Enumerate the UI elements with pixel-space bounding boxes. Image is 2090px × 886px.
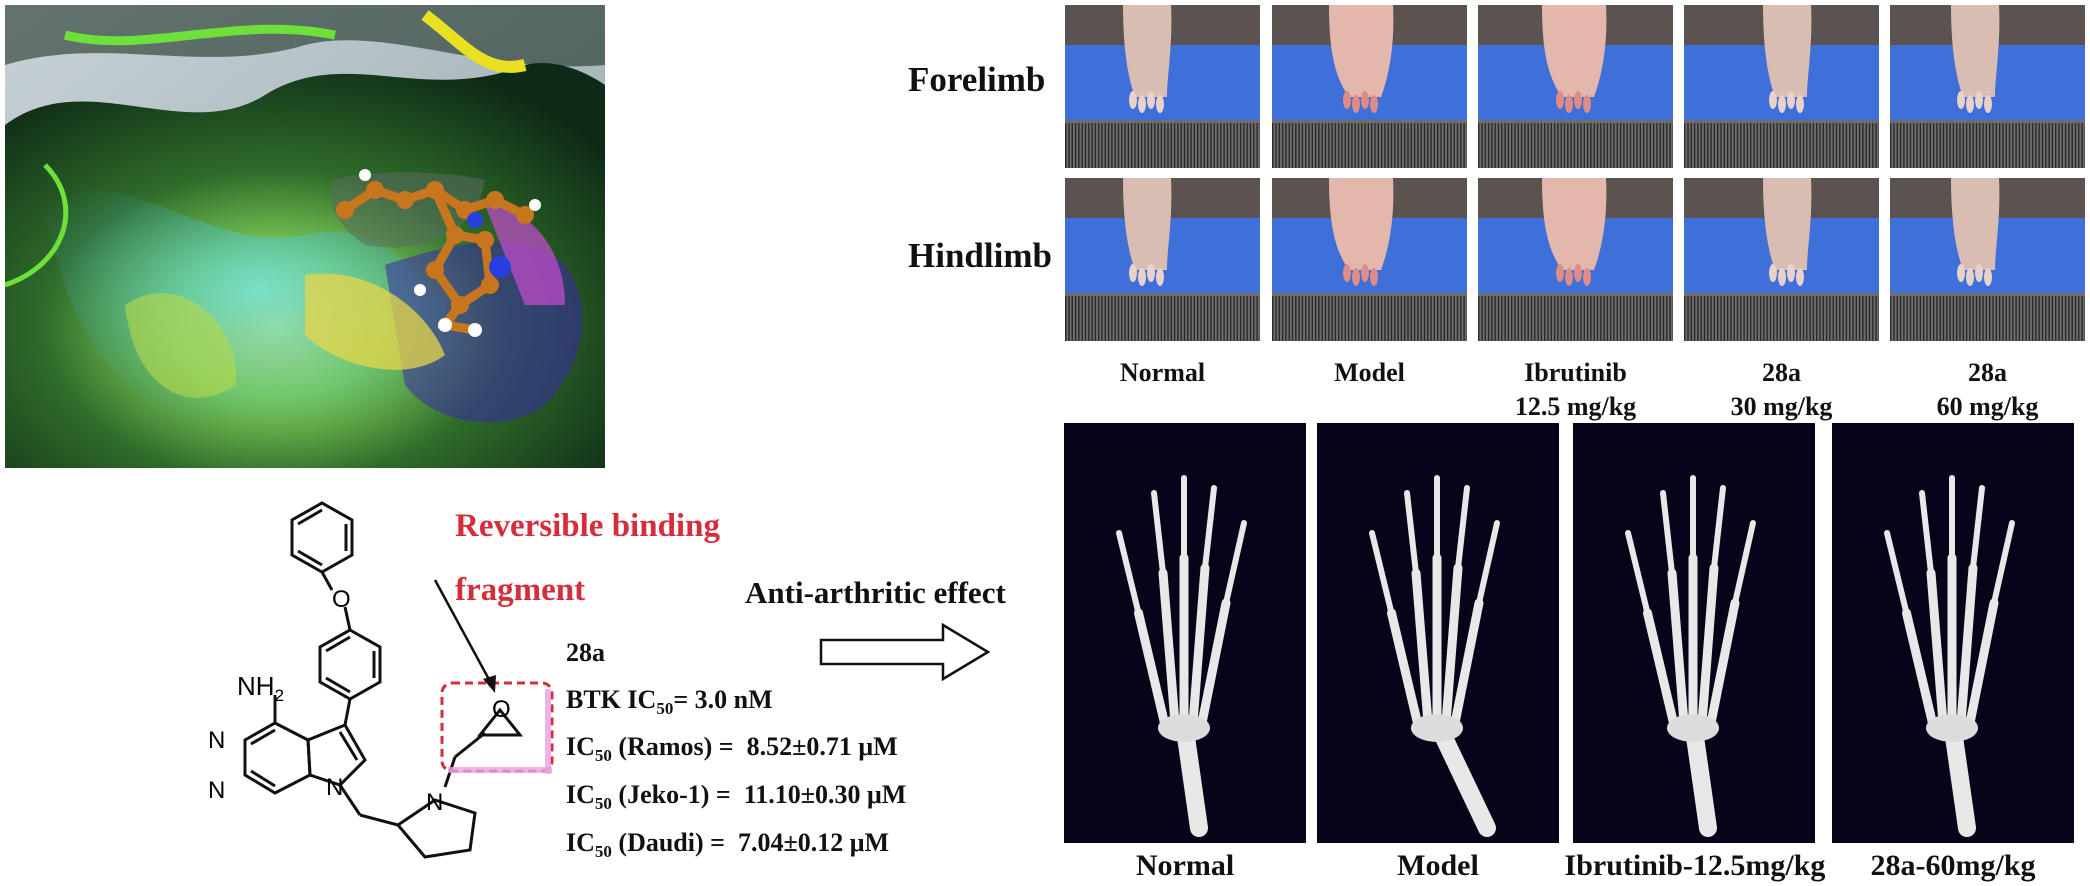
compound-name: 28a [566, 638, 605, 667]
ct-scan-normal [1064, 423, 1306, 843]
paw-photo-forelimb-model [1272, 5, 1467, 168]
fragment-label-line2: fragment [455, 572, 586, 608]
row-label-forelimb: Forelimb [908, 60, 1046, 99]
atom-o2: O [492, 696, 511, 723]
paw-photo-forelimb-ibrutinib [1478, 5, 1673, 168]
ct-label-28a: 28a-60mg/kg [1870, 849, 2036, 882]
binding-pocket-surface [5, 5, 605, 468]
btk-ic50: BTK IC50= 3.0 nM [566, 685, 773, 719]
group-label-normal: Normal [1119, 358, 1206, 387]
ct-scan-28a [1832, 423, 2074, 843]
effect-arrow-icon [819, 622, 991, 682]
paw-photo-forelimb-28a-30 [1684, 5, 1879, 168]
paw-skeleton-icon [1116, 475, 1247, 837]
row-label-hindlimb: Hindlimb [908, 236, 1052, 275]
ct-scan-model [1317, 423, 1559, 843]
atom-n3: N [326, 774, 343, 801]
ic50-jeko: IC50 (Jeko-1) = 11.10±0.30 μM [566, 780, 907, 814]
paw-photo-forelimb-normal [1065, 5, 1260, 168]
ct-label-ibrutinib: Ibrutinib-12.5mg/kg [1564, 849, 1826, 882]
paw-photo-hindlimb-ibrutinib [1478, 178, 1673, 341]
paw-photo-hindlimb-model [1272, 178, 1467, 341]
paw-photo-forelimb-28a-60 [1890, 5, 2085, 168]
docking-image [5, 5, 605, 468]
ic50-daudi: IC50 (Daudi) = 7.04±0.12 μM [566, 828, 890, 862]
fragment-label-line1: Reversible binding [455, 508, 720, 544]
ct-scan-ibrutinib [1573, 423, 1815, 843]
atom-amine: NH2 [237, 671, 284, 705]
atom-n2: N [208, 777, 225, 804]
paw-skeleton-icon [1625, 475, 1756, 837]
paw-skeleton-icon [1884, 475, 2015, 837]
compound-28a-structure: O O NH2 N N N N [208, 501, 554, 859]
paw-skeleton-icon [1369, 475, 1500, 837]
paw-photo-hindlimb-28a-30 [1684, 178, 1879, 341]
group-label-28a-60: 28a 60 mg/kg [1936, 358, 2039, 421]
group-label-28a-30: 28a 30 mg/kg [1730, 358, 1833, 421]
ct-label-normal: Normal [1135, 849, 1235, 882]
atom-o1: O [332, 586, 351, 613]
group-label-model: Model [1334, 358, 1405, 387]
ct-label-model: Model [1397, 849, 1479, 882]
paw-photo-hindlimb-28a-60 [1890, 178, 2085, 341]
ic50-ramos: IC50 (Ramos) = 8.52±0.71 μM [566, 732, 898, 766]
group-label-ibrutinib: Ibrutinib 12.5 mg/kg [1514, 358, 1637, 421]
atom-n4: N [426, 789, 443, 816]
atom-n1: N [208, 727, 225, 754]
anti-arthritic-effect-label: Anti-arthritic effect [745, 575, 1006, 610]
paw-photo-hindlimb-normal [1065, 178, 1260, 341]
